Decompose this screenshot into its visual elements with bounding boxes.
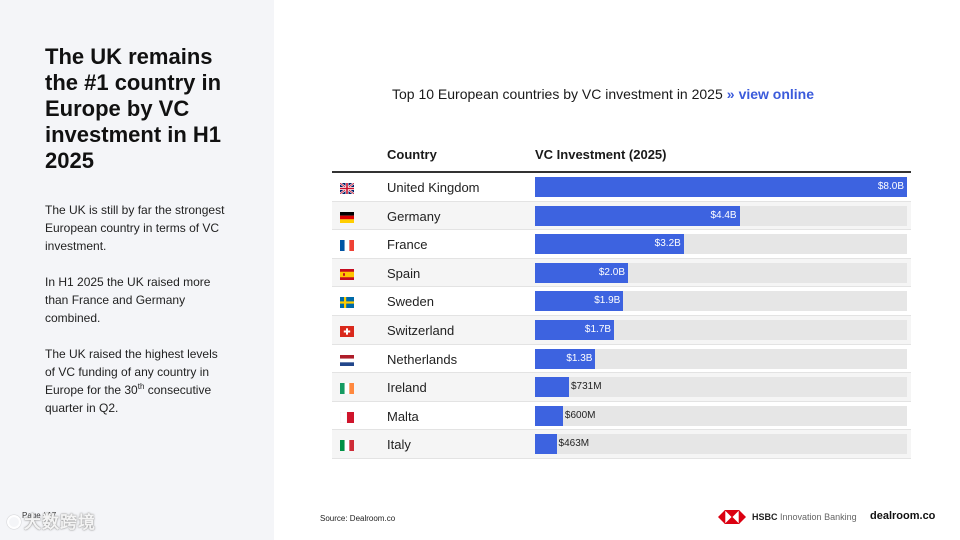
fr-flag-icon xyxy=(340,238,354,252)
bar xyxy=(535,205,740,226)
watermark-logo-icon xyxy=(7,515,21,529)
ch-flag-icon xyxy=(340,324,354,337)
bar xyxy=(535,434,557,455)
watermark: 大数跨境 xyxy=(7,508,96,533)
table-row: Netherlands $1.3B xyxy=(332,345,911,374)
page-number: Page / 17 xyxy=(22,511,57,520)
country-name: United Kingdom xyxy=(387,180,480,195)
country-name: Italy xyxy=(387,437,411,453)
column-header-vc-investment: VC Investment (2025) xyxy=(535,147,667,162)
table-row: United Kingdom $8.0B xyxy=(332,173,911,202)
bar-value-label: $1.7B xyxy=(584,323,612,335)
bar-track: $3.2B xyxy=(535,234,907,255)
ie-flag-icon xyxy=(340,381,354,395)
country-name: Germany xyxy=(387,208,441,224)
hsbc-hexagon-icon xyxy=(718,510,746,524)
bar-value-label: $1.9B xyxy=(594,295,621,307)
es-flag-icon xyxy=(340,267,354,280)
mt-flag-icon xyxy=(339,410,354,423)
gb-flag-icon xyxy=(339,181,355,195)
view-online-link[interactable]: view online xyxy=(738,86,815,102)
country-name: Netherlands xyxy=(387,351,458,367)
country-name: France xyxy=(387,237,428,253)
bar xyxy=(535,319,615,340)
nl-flag-icon xyxy=(339,353,355,366)
bar-value-label: $1.3B xyxy=(566,352,593,364)
bar xyxy=(535,291,624,312)
page-headline: The UK remains the #1 country in Europe … xyxy=(45,44,222,173)
paragraph-3-a: The UK raised the highest levels of VC f… xyxy=(45,347,218,397)
it-flag-icon xyxy=(340,438,354,452)
bar xyxy=(535,377,569,398)
bar xyxy=(535,262,628,283)
column-header-country: Country xyxy=(387,147,437,162)
bar-track: $1.9B xyxy=(535,291,907,312)
paragraph-3-b: consecutive quarter in Q2. xyxy=(45,383,212,415)
bar-value-label: $731M xyxy=(570,381,602,393)
bar-value-label: $3.2B xyxy=(654,238,681,250)
se-flag-icon xyxy=(340,295,354,309)
table-row: France $3.2B xyxy=(332,230,911,259)
hsbc-name: HSBC Innovation Banking xyxy=(752,512,857,522)
hsbc-logo: HSBC Innovation Banking xyxy=(718,508,857,526)
country-name: Ireland xyxy=(387,380,427,396)
table-row: Malta $600M xyxy=(332,402,911,431)
bar-track: $463M xyxy=(535,434,907,455)
bar-track: $2.0B xyxy=(535,262,907,283)
hsbc-brand: HSBC xyxy=(752,512,778,522)
bar-track: $4.4B xyxy=(535,205,907,226)
watermark-text: 大数跨境 xyxy=(24,513,96,532)
chart-title: Top 10 European countries by VC investme… xyxy=(392,86,814,102)
table-row: Switzerland $1.7B xyxy=(332,315,911,345)
bar-value-label: $600M xyxy=(564,409,596,421)
table-row: Sweden $1.9B xyxy=(332,287,911,316)
paragraph-1: The UK is still by far the strongest Eur… xyxy=(45,203,225,253)
paragraph-3: The UK raised the highest levels of VC f… xyxy=(45,345,230,417)
left-panel: The UK remains the #1 country in Europe … xyxy=(0,0,274,540)
chart-title-text: Top 10 European countries by VC investme… xyxy=(392,86,723,102)
bar-chart-rows: United Kingdom $8.0B Germany $4.4B France $3.… xyxy=(332,173,911,459)
hsbc-sub: Innovation Banking xyxy=(780,512,857,522)
source-note: Source: Dealroom.co xyxy=(320,514,396,523)
bar xyxy=(535,177,907,197)
bar xyxy=(535,348,596,369)
bar xyxy=(535,405,563,426)
bar-value-label: $2.0B xyxy=(598,266,625,278)
header-divider xyxy=(332,171,911,173)
body-text: The UK is still by far the strongest Eur… xyxy=(45,201,230,435)
table-row: Germany $4.4B xyxy=(332,201,911,231)
bar-track: $731M xyxy=(535,377,907,398)
paragraph-2: In H1 2025 the UK raised more than Franc… xyxy=(45,275,211,325)
bar xyxy=(535,234,684,255)
bar-track: $1.3B xyxy=(535,348,907,369)
bar-track: $8.0B xyxy=(535,177,907,197)
chevron-right-icon: » xyxy=(726,86,735,102)
table-row: Ireland $731M xyxy=(332,373,911,402)
bar-value-label: $463M xyxy=(558,438,590,450)
table-row: Italy $463M xyxy=(332,430,911,459)
ordinal-suffix: th xyxy=(137,382,145,391)
bar-track: $1.7B xyxy=(535,319,907,340)
bar-value-label: $8.0B xyxy=(877,181,904,192)
de-flag-icon xyxy=(340,210,354,223)
bar-value-label: $4.4B xyxy=(710,209,737,221)
country-name: Malta xyxy=(387,408,419,424)
country-name: Spain xyxy=(387,265,421,281)
country-name: Switzerland xyxy=(387,322,455,338)
country-name: Sweden xyxy=(387,294,434,310)
table-row: Spain $2.0B xyxy=(332,258,911,288)
dealroom-logo: dealroom.co xyxy=(870,510,936,522)
bar-track: $600M xyxy=(535,405,907,426)
